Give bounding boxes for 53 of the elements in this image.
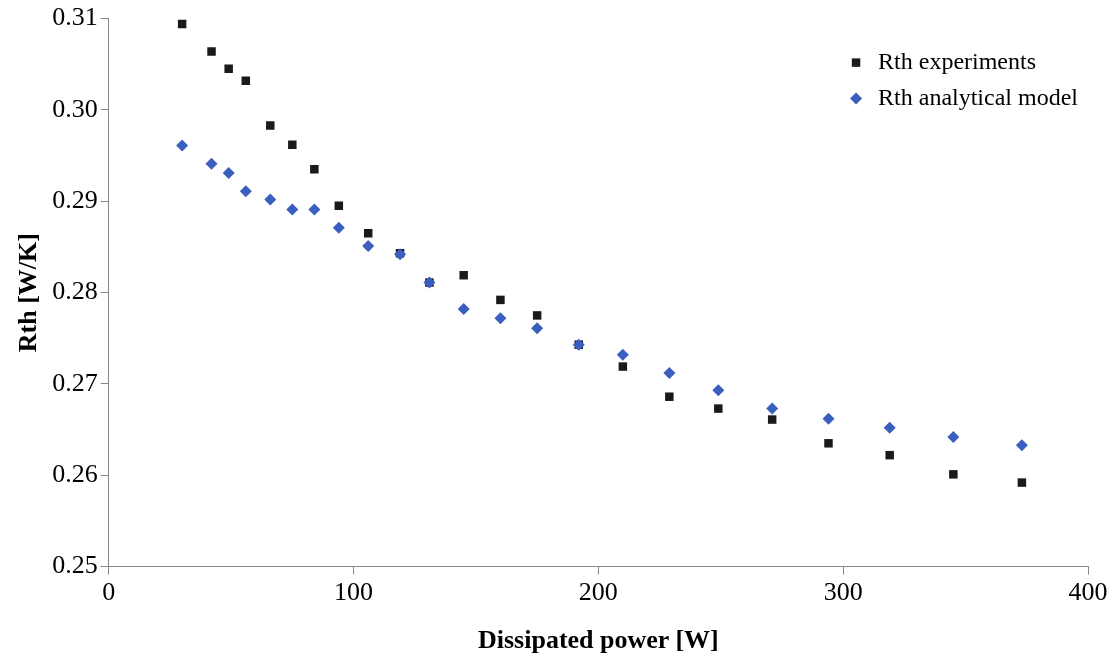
legend-label: Rth analytical model: [878, 83, 1079, 110]
point: [496, 295, 505, 305]
point: [883, 421, 896, 434]
y-tick-label: 0.31: [52, 2, 98, 32]
point: [665, 392, 674, 401]
point: [332, 221, 345, 234]
point: [207, 47, 216, 56]
point: [205, 157, 218, 170]
y-tick-label: 0.25: [52, 550, 98, 580]
point: [1017, 478, 1027, 487]
point: [767, 415, 777, 424]
y-tick-label: 0.26: [52, 459, 98, 489]
y-tick-label: 0.30: [52, 93, 98, 123]
point: [264, 193, 277, 206]
point: [885, 450, 894, 460]
point: [241, 76, 251, 85]
point: [663, 366, 676, 379]
point: [176, 139, 189, 152]
x-tick-label: 200: [578, 577, 618, 607]
point: [362, 240, 375, 253]
point: [308, 203, 321, 216]
legend-label: Rth experiments: [878, 47, 1037, 74]
y-tick-label: 0.28: [52, 276, 98, 306]
point: [766, 402, 779, 415]
y-tick-label: 0.27: [52, 367, 98, 397]
point: [824, 439, 833, 448]
point: [459, 271, 468, 280]
y-axis-title: Rth [W/K]: [13, 233, 43, 353]
x-tick-label: 300: [823, 577, 863, 607]
point: [239, 185, 252, 198]
y-tick-label: 0.29: [52, 185, 98, 215]
point: [531, 322, 544, 335]
point: [618, 362, 628, 371]
point: [822, 412, 835, 425]
point: [616, 348, 629, 361]
point: [222, 166, 235, 179]
x-tick-label: 0: [102, 577, 116, 607]
point: [310, 165, 319, 174]
point: [947, 430, 960, 443]
point: [949, 470, 958, 479]
point: [714, 404, 723, 413]
point: [286, 203, 299, 216]
x-axis-title: Dissipated power [W]: [477, 625, 719, 655]
x-tick-label: 400: [1068, 577, 1108, 607]
point: [712, 384, 725, 397]
point: [224, 64, 233, 74]
point: [266, 121, 275, 130]
point: [1015, 439, 1028, 452]
point: [494, 312, 507, 325]
point: [288, 140, 297, 149]
point: [457, 303, 470, 316]
x-tick-label: 100: [334, 577, 374, 607]
point: [532, 311, 542, 320]
